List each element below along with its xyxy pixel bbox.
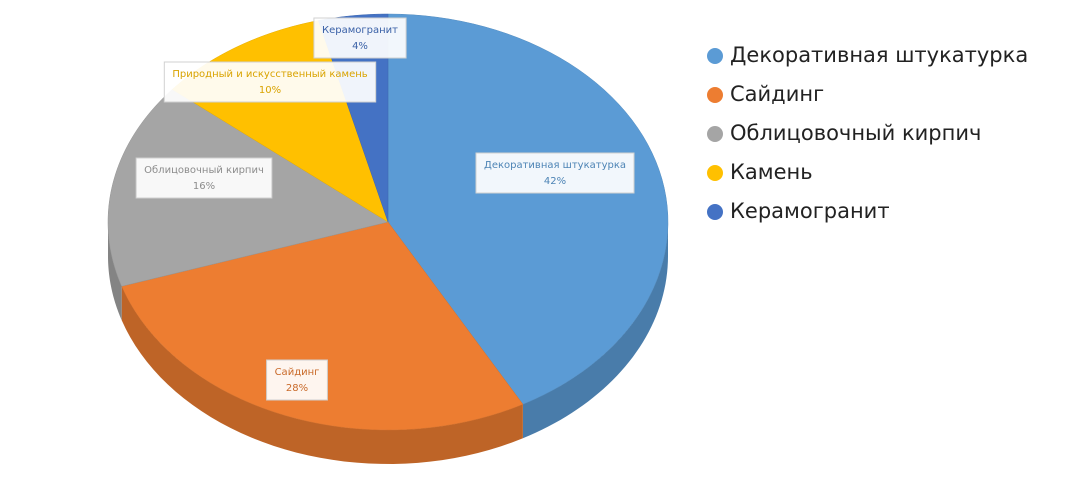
data-label-value: 42% (544, 176, 566, 187)
data-label: Облицовочный кирпич 16% (135, 157, 273, 199)
legend-marker (707, 165, 723, 181)
slice-side (522, 222, 668, 439)
slice (387, 13, 669, 405)
legend-label: Декоративная штукатурка (730, 43, 1028, 67)
data-label-box (163, 61, 377, 103)
data-label-name: Керамогранит (322, 25, 398, 36)
data-label: Декоративная штукатурка 42% (475, 152, 635, 194)
data-label-box (266, 359, 328, 401)
data-label-name: Сайдинг (275, 367, 320, 378)
slice-side (108, 222, 122, 321)
data-label-value: 16% (193, 181, 215, 192)
legend-marker (707, 48, 723, 64)
data-label-name: Декоративная штукатурка (484, 160, 626, 171)
data-label-box (475, 152, 635, 194)
data-label-value: 4% (352, 41, 368, 52)
data-label: Природный и искусственный камень 10% (163, 61, 377, 103)
data-label-name: Природный и искусственный камень (172, 69, 367, 80)
data-label-name: Облицовочный кирпич (144, 165, 264, 176)
data-label: Керамогранит 4% (313, 17, 407, 59)
legend-marker (707, 87, 723, 103)
legend-marker (707, 126, 723, 142)
slice-side (121, 286, 523, 464)
legend-label: Сайдинг (730, 82, 824, 106)
data-label-value: 28% (286, 383, 308, 394)
data-label-value: 10% (259, 85, 281, 96)
slice (121, 221, 524, 431)
data-label-box (313, 17, 407, 59)
legend-label: Камень (730, 160, 813, 184)
legend-marker (707, 204, 723, 220)
data-label: Сайдинг 28% (266, 359, 328, 401)
legend-label: Керамогранит (730, 199, 890, 223)
legend-label: Облицовочный кирпич (730, 121, 981, 145)
data-label-box (135, 157, 273, 199)
